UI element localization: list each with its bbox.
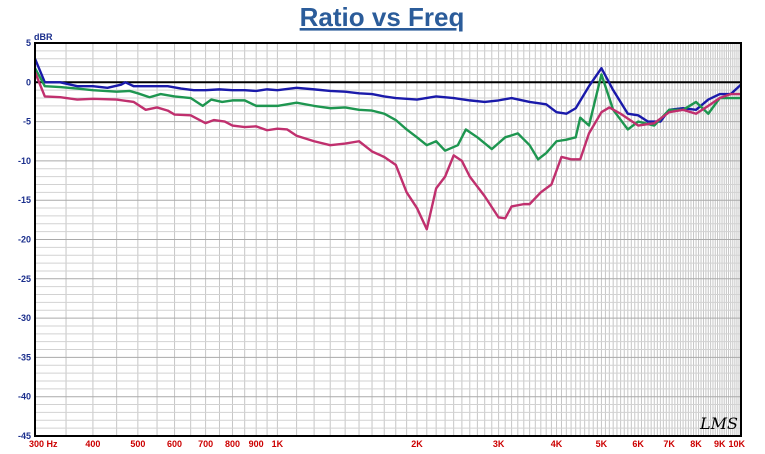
x-tick-label: 500	[130, 439, 145, 449]
series-line-3	[33, 71, 741, 231]
y-tick-label: -30	[18, 313, 31, 323]
y-tick-label: -45	[18, 431, 31, 441]
y-tick-label: -35	[18, 352, 31, 362]
x-tick-label: 300 Hz	[29, 439, 58, 449]
x-tick-label: 7K	[663, 439, 675, 449]
x-tick-label: 9K	[714, 439, 726, 449]
x-tick-label: 900	[249, 439, 264, 449]
y-tick-label: -25	[18, 274, 31, 284]
x-tick-label: 800	[225, 439, 240, 449]
y-tick-label: -40	[18, 392, 31, 402]
series-line-1	[33, 58, 742, 123]
y-tick-label: -20	[18, 235, 31, 245]
y-tick-label: 5	[26, 38, 31, 48]
x-tick-label: 600	[167, 439, 182, 449]
y-tick-label: -10	[18, 156, 31, 166]
plot-frame	[34, 42, 742, 437]
x-tick-label: 700	[198, 439, 213, 449]
series-lines	[33, 58, 742, 231]
x-tick-label: 8K	[690, 439, 702, 449]
y-tick-labels: 5 0 -5 -10 -15 -20 -25 -30 -35 -40 -45	[18, 38, 31, 441]
x-tick-label: 5K	[596, 439, 608, 449]
x-tick-label: 2K	[411, 439, 423, 449]
x-tick-labels: 300 Hz 400 500 600 700 800 900 1K 2K 3K 4K 5K 6K 7K 8K…	[29, 439, 745, 449]
x-tick-label: 6K	[632, 439, 644, 449]
lms-watermark: LMS	[699, 414, 738, 433]
x-tick-label: 3K	[493, 439, 505, 449]
x-tick-label: 1K	[272, 439, 284, 449]
x-tick-label: 4K	[551, 439, 563, 449]
grid	[34, 42, 742, 437]
y-axis-unit: dBR	[34, 32, 53, 42]
x-tick-label: 400	[85, 439, 100, 449]
series-line-2	[33, 67, 741, 161]
y-tick-label: 0	[26, 77, 31, 87]
y-tick-label: -15	[18, 195, 31, 205]
y-tick-label: -5	[23, 117, 31, 127]
chart-title: Ratio vs Freq	[300, 2, 465, 32]
x-tick-label: 10K	[728, 439, 745, 449]
